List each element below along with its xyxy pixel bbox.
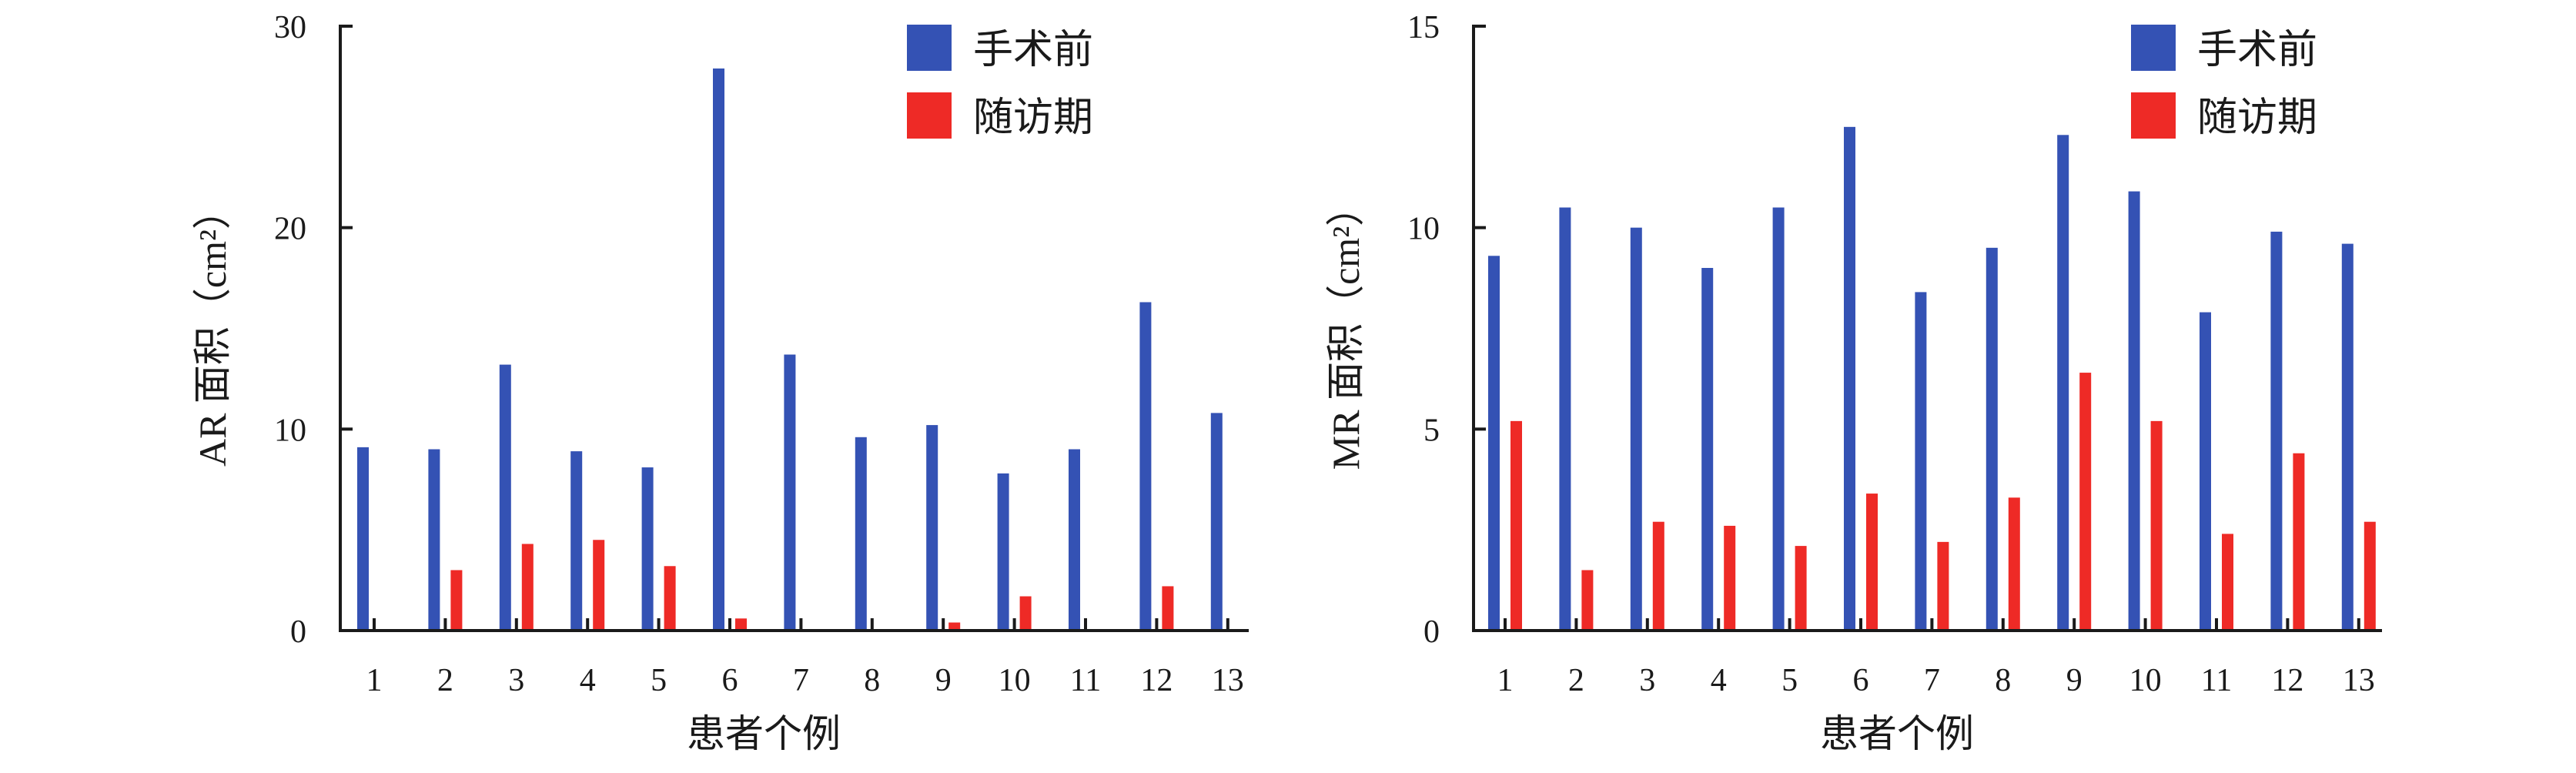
bar-before-11 — [2200, 312, 2211, 631]
y-axis-label: MR 面积（cm²） — [1324, 188, 1367, 470]
legend-swatch-before — [2131, 25, 2176, 71]
y-tick-label-30: 30 — [274, 10, 306, 45]
legend-label-after: 随访期 — [973, 96, 1093, 140]
bar-after-7 — [1937, 541, 1949, 631]
x-tick-label-7: 7 — [793, 663, 809, 698]
x-tick-label-7: 7 — [1924, 663, 1940, 698]
y-tick-label-10: 10 — [274, 413, 306, 448]
legend-label-before: 手术前 — [973, 28, 1093, 72]
bar-before-5 — [1772, 207, 1785, 631]
bar-after-2 — [450, 570, 463, 631]
bar-before-2 — [428, 449, 440, 631]
x-tick-label-4: 4 — [580, 663, 596, 698]
legend-label-before: 手术前 — [2197, 28, 2317, 72]
y-tick-label-15: 15 — [1407, 10, 1440, 45]
x-tick-label-12: 12 — [1140, 663, 1173, 698]
x-tick-label-12: 12 — [2271, 663, 2303, 698]
x-tick-label-13: 13 — [1212, 663, 1244, 698]
bar-before-13 — [1210, 413, 1223, 631]
x-tick-label-3: 3 — [1639, 663, 1655, 698]
bar-before-7 — [1915, 292, 1927, 631]
bar-before-11 — [1069, 449, 1080, 631]
x-axis-label: 患者个例 — [1820, 712, 1974, 755]
x-tick-label-2: 2 — [437, 663, 453, 698]
bar-after-3 — [1652, 521, 1664, 631]
x-tick-label-13: 13 — [2343, 663, 2375, 698]
bar-after-5 — [664, 566, 676, 631]
bar-before-6 — [1844, 126, 1855, 631]
y-tick-label-20: 20 — [274, 212, 306, 247]
bar-before-1 — [357, 447, 369, 631]
bar-after-10 — [2150, 420, 2163, 631]
x-tick-label-11: 11 — [2201, 663, 2232, 698]
bar-after-13 — [2364, 521, 2376, 631]
bar-before-12 — [1139, 302, 1152, 631]
x-tick-label-1: 1 — [366, 663, 383, 698]
bar-after-4 — [1724, 525, 1736, 631]
bar-before-6 — [713, 68, 724, 631]
bar-before-4 — [1701, 268, 1714, 631]
legend-swatch-after — [2131, 92, 2176, 139]
y-tick-label-0: 0 — [290, 614, 306, 650]
x-tick-label-2: 2 — [1568, 663, 1584, 698]
bar-after-12 — [2293, 453, 2305, 631]
x-tick-label-6: 6 — [1853, 663, 1869, 698]
legend-swatch-after — [907, 92, 952, 139]
x-tick-label-8: 8 — [864, 663, 880, 698]
x-tick-label-8: 8 — [1995, 663, 2011, 698]
bar-before-3 — [499, 364, 511, 631]
x-axis-label: 患者个例 — [687, 712, 841, 755]
bar-after-1 — [1510, 420, 1522, 631]
bar-before-1 — [1488, 256, 1500, 631]
x-tick-label-10: 10 — [2129, 663, 2162, 698]
bar-after-12 — [1162, 586, 1174, 631]
bar-after-3 — [521, 544, 534, 631]
y-tick-label-5: 5 — [1423, 413, 1440, 448]
y-tick-label-0: 0 — [1423, 614, 1440, 650]
bar-before-9 — [926, 425, 938, 631]
x-tick-label-9: 9 — [935, 663, 952, 698]
bar-before-4 — [570, 451, 583, 631]
bar-before-8 — [1986, 247, 1998, 631]
legend-label-after: 随访期 — [2197, 96, 2317, 140]
bar-before-8 — [855, 437, 867, 631]
bar-before-5 — [641, 467, 654, 631]
bar-before-13 — [2341, 243, 2354, 631]
bar-after-10 — [1019, 596, 1032, 631]
bar-after-11 — [2222, 534, 2233, 631]
bar-after-6 — [735, 618, 747, 631]
bar-before-12 — [2270, 231, 2283, 631]
bar-after-2 — [1581, 570, 1594, 631]
bar-before-10 — [997, 473, 1009, 631]
bar-after-4 — [593, 540, 605, 631]
x-tick-label-4: 4 — [1711, 663, 1727, 698]
bar-after-5 — [1795, 546, 1807, 631]
x-tick-label-3: 3 — [508, 663, 524, 698]
bar-after-6 — [1866, 494, 1878, 631]
bar-after-8 — [2008, 497, 2020, 631]
bar-before-2 — [1559, 207, 1571, 631]
x-tick-label-6: 6 — [722, 663, 738, 698]
x-tick-label-5: 5 — [1781, 663, 1798, 698]
y-axis-label: AR 面积（cm²） — [191, 191, 234, 467]
y-tick-label-10: 10 — [1407, 212, 1440, 247]
bar-before-9 — [2057, 135, 2069, 631]
x-tick-label-1: 1 — [1497, 663, 1514, 698]
bar-after-9 — [2079, 373, 2092, 631]
x-tick-label-10: 10 — [999, 663, 1031, 698]
legend-swatch-before — [907, 25, 952, 71]
x-tick-label-11: 11 — [1070, 663, 1101, 698]
x-tick-label-9: 9 — [2066, 663, 2083, 698]
bar-after-9 — [948, 622, 961, 631]
x-tick-label-5: 5 — [651, 663, 667, 698]
bar-before-3 — [1630, 227, 1642, 631]
bar-before-7 — [784, 354, 796, 631]
bar-before-10 — [2128, 191, 2140, 631]
